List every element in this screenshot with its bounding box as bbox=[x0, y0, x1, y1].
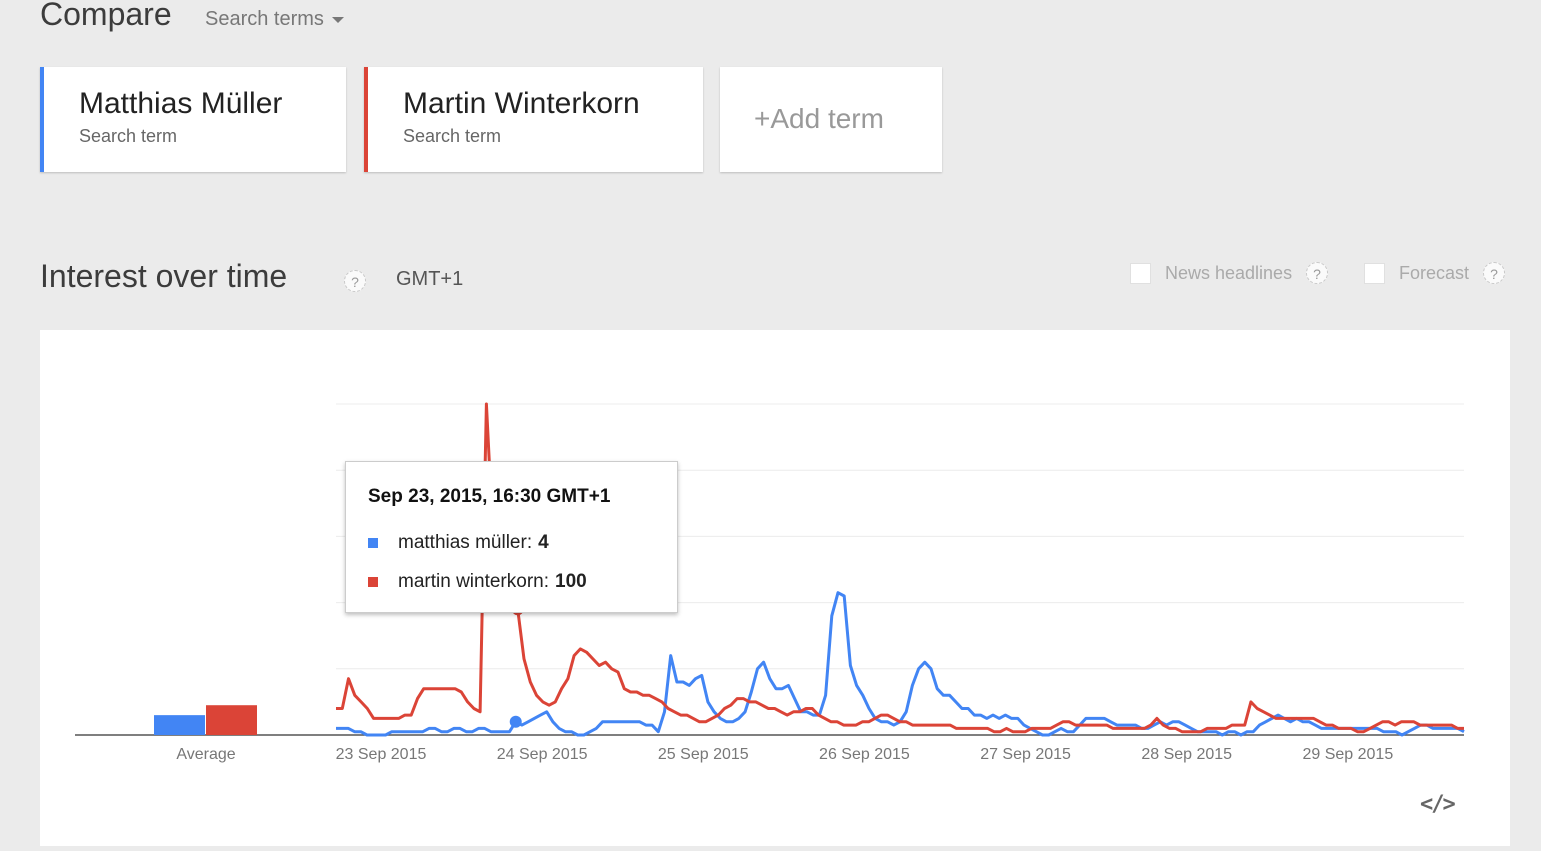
chart-tooltip: Sep 23, 2015, 16:30 GMT+1 matthias mülle… bbox=[345, 461, 678, 613]
forecast-option: Forecast ? bbox=[1364, 262, 1506, 284]
x-tick-label: 25 Sep 2015 bbox=[658, 746, 749, 763]
average-bar bbox=[206, 705, 257, 735]
tooltip-label: martin winterkorn: bbox=[398, 571, 549, 592]
term-subtitle: Search term bbox=[79, 126, 178, 146]
average-label: Average bbox=[176, 746, 235, 763]
news-headlines-label: News headlines bbox=[1165, 262, 1293, 283]
legend-swatch-blue bbox=[368, 538, 378, 548]
news-headlines-option: News headlines ? bbox=[1130, 262, 1329, 284]
series-line bbox=[336, 591, 1465, 737]
x-tick-label: 26 Sep 2015 bbox=[819, 746, 910, 763]
x-tick-label: 29 Sep 2015 bbox=[1302, 746, 1393, 763]
help-icon[interactable]: ? bbox=[1306, 262, 1329, 284]
tooltip-value: 100 bbox=[555, 571, 587, 592]
tooltip-value: 4 bbox=[538, 532, 549, 553]
code-embed-icon[interactable]: </> bbox=[1420, 792, 1456, 817]
tooltip-row-winterkorn: martin winterkorn: 100 bbox=[368, 571, 587, 593]
highlight-point bbox=[509, 715, 522, 728]
x-tick-label: 24 Sep 2015 bbox=[497, 746, 588, 763]
x-tick-label: 28 Sep 2015 bbox=[1141, 746, 1232, 763]
add-term-button[interactable]: +Add term bbox=[720, 67, 942, 172]
x-tick-label: 27 Sep 2015 bbox=[980, 746, 1071, 763]
news-headlines-checkbox[interactable] bbox=[1130, 262, 1151, 284]
series-line bbox=[336, 402, 1464, 734]
tooltip-label: matthias müller: bbox=[398, 532, 533, 553]
chart-panel: Average 23 Sep 2015 24 Sep 2015 25 Sep 2015… bbox=[40, 330, 1510, 846]
forecast-checkbox[interactable] bbox=[1364, 262, 1385, 284]
tooltip-title: Sep 23, 2015, 16:30 GMT+1 bbox=[368, 486, 611, 507]
tooltip-row-matthias: matthias müller: 4 bbox=[368, 532, 549, 554]
help-icon[interactable]: ? bbox=[1483, 262, 1506, 284]
term-card-martin-winterkorn[interactable]: Martin Winterkorn Search term bbox=[364, 67, 703, 172]
forecast-label: Forecast bbox=[1399, 262, 1470, 283]
term-name: Matthias Müller bbox=[79, 87, 283, 120]
average-bar bbox=[154, 715, 205, 735]
term-card-matthias-muller[interactable]: Matthias Müller Search term bbox=[40, 67, 346, 172]
section-title: Interest over time bbox=[40, 258, 288, 294]
search-terms-label: Search terms bbox=[205, 8, 324, 30]
legend-swatch-red bbox=[368, 577, 378, 587]
add-term-label: +Add term bbox=[754, 103, 884, 134]
term-name: Martin Winterkorn bbox=[403, 87, 640, 120]
compare-title: Compare bbox=[40, 0, 172, 32]
term-subtitle: Search term bbox=[403, 126, 502, 146]
help-icon[interactable]: ? bbox=[344, 270, 366, 292]
timezone-label: GMT+1 bbox=[396, 268, 464, 290]
x-tick-label: 23 Sep 2015 bbox=[336, 746, 427, 763]
interest-chart[interactable]: Average 23 Sep 2015 24 Sep 2015 25 Sep 2015… bbox=[40, 330, 1510, 846]
caret-down-icon bbox=[331, 16, 344, 23]
search-terms-dropdown[interactable]: Search terms bbox=[205, 8, 344, 31]
